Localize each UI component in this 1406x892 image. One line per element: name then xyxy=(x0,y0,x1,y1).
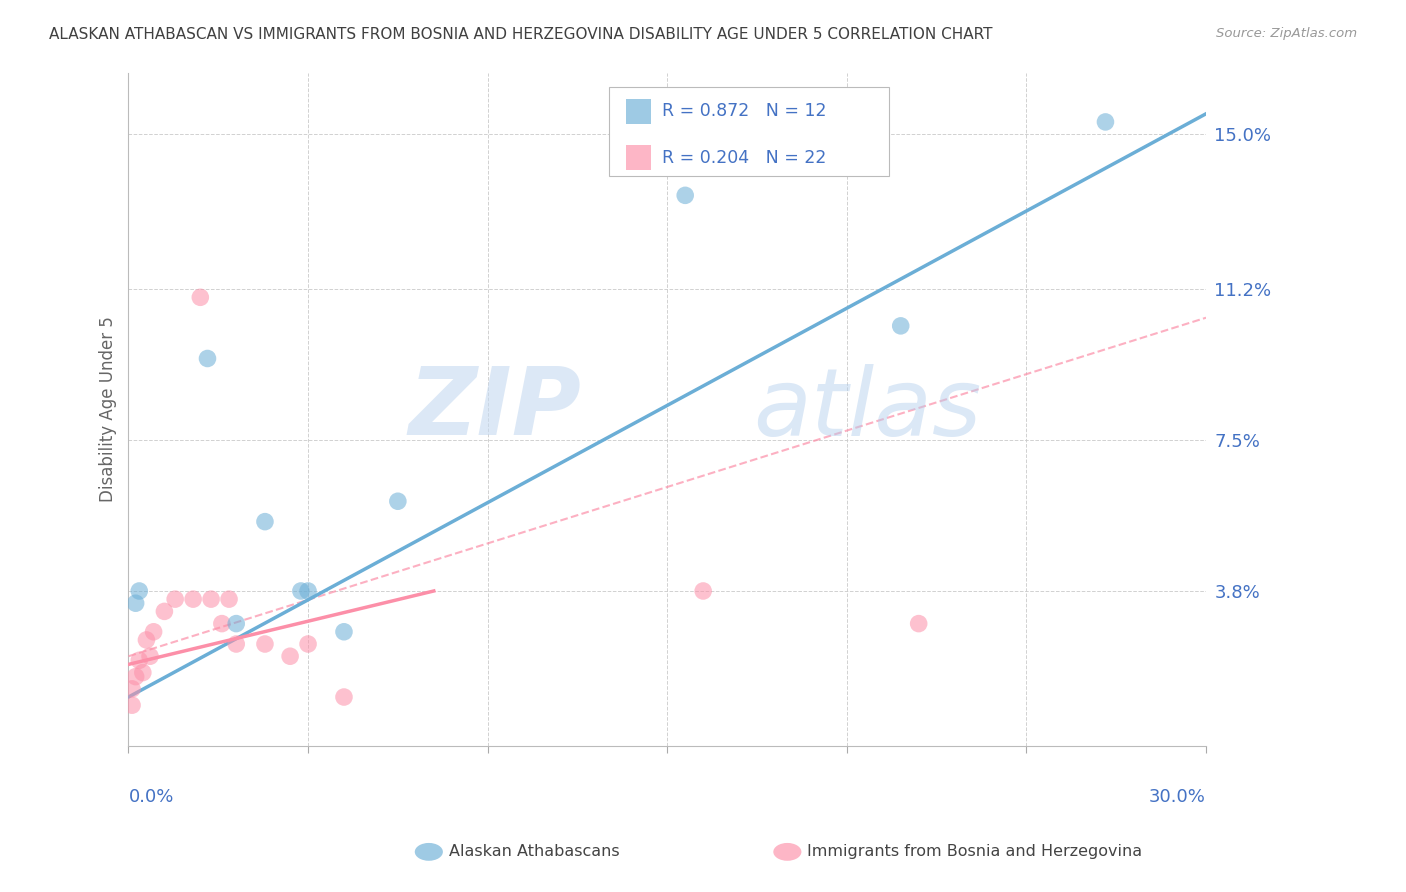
Point xyxy=(188,290,211,304)
Point xyxy=(142,624,165,639)
Point xyxy=(121,698,143,713)
Text: Alaskan Athabascans: Alaskan Athabascans xyxy=(449,845,619,859)
Point xyxy=(132,665,155,680)
Point xyxy=(218,592,240,607)
Text: 30.0%: 30.0% xyxy=(1149,788,1206,805)
Point xyxy=(387,494,409,508)
Text: Source: ZipAtlas.com: Source: ZipAtlas.com xyxy=(1216,27,1357,40)
Point xyxy=(253,637,276,651)
Point xyxy=(890,318,912,333)
Point xyxy=(907,616,929,631)
Text: 0.0%: 0.0% xyxy=(128,788,174,805)
Point xyxy=(253,515,276,529)
Point xyxy=(128,653,150,667)
Point xyxy=(128,584,150,599)
Point xyxy=(333,690,356,704)
Text: ALASKAN ATHABASCAN VS IMMIGRANTS FROM BOSNIA AND HERZEGOVINA DISABILITY AGE UNDE: ALASKAN ATHABASCAN VS IMMIGRANTS FROM BO… xyxy=(49,27,993,42)
Point xyxy=(290,584,312,599)
Point xyxy=(135,632,157,647)
Point xyxy=(1094,115,1116,129)
Text: Immigrants from Bosnia and Herzegovina: Immigrants from Bosnia and Herzegovina xyxy=(807,845,1142,859)
Point xyxy=(692,584,714,599)
Point xyxy=(200,592,222,607)
Point xyxy=(225,637,247,651)
Point xyxy=(124,670,146,684)
Point xyxy=(165,592,187,607)
Point xyxy=(333,624,356,639)
Point xyxy=(278,649,301,664)
Point xyxy=(124,596,146,610)
Text: ZIP: ZIP xyxy=(408,363,581,456)
Text: R = 0.204   N = 22: R = 0.204 N = 22 xyxy=(662,149,827,167)
Point xyxy=(121,681,143,696)
Point xyxy=(673,188,696,202)
Point xyxy=(181,592,204,607)
Point xyxy=(139,649,162,664)
Point xyxy=(153,604,176,618)
Text: R = 0.872   N = 12: R = 0.872 N = 12 xyxy=(662,103,827,120)
Point xyxy=(297,637,319,651)
Y-axis label: Disability Age Under 5: Disability Age Under 5 xyxy=(100,317,117,502)
Point xyxy=(211,616,233,631)
Point xyxy=(197,351,219,366)
Point xyxy=(297,584,319,599)
Text: atlas: atlas xyxy=(754,364,981,455)
Point xyxy=(225,616,247,631)
